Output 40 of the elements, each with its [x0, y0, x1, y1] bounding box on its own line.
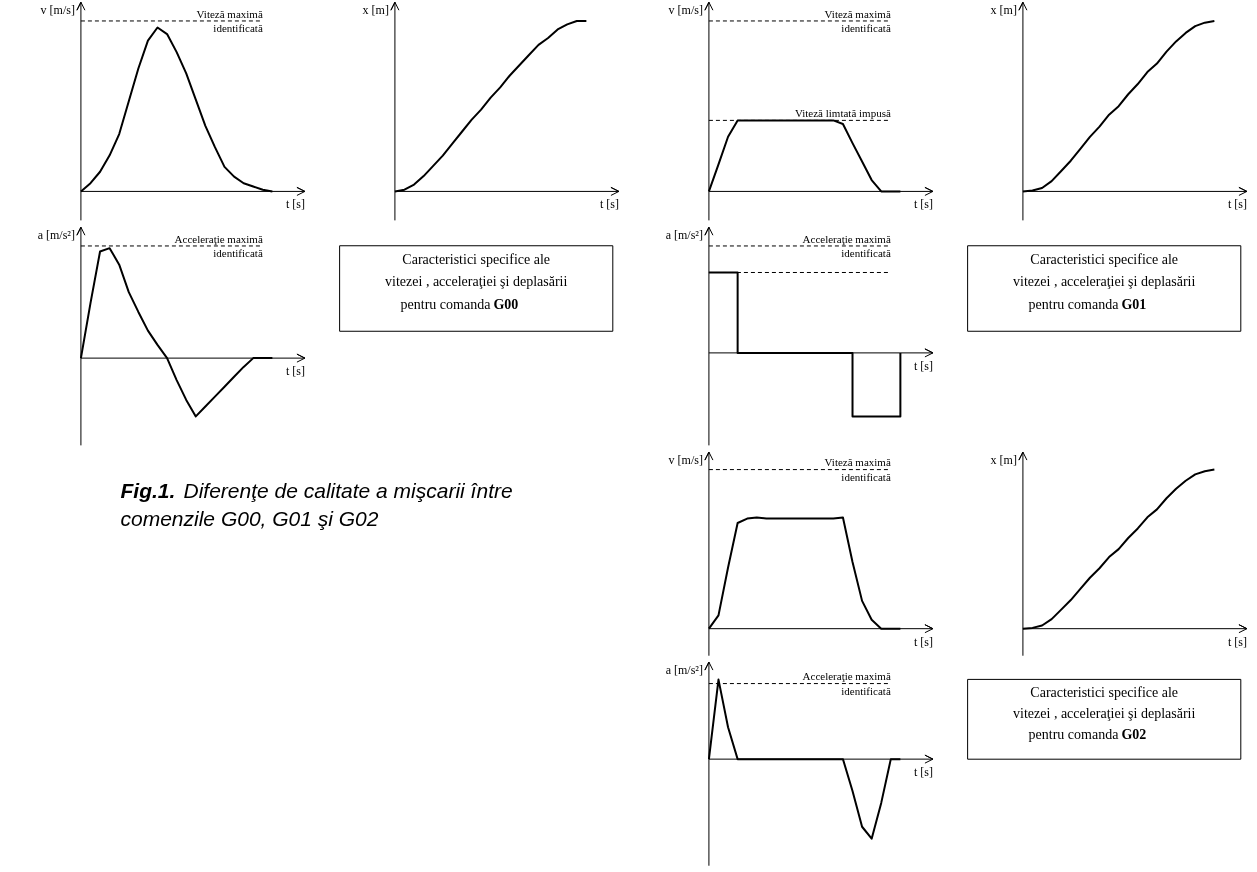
y-axis-title: a [m/s²] [37, 227, 75, 242]
text: vitezei , acceleraţiei şi deplasării [385, 274, 568, 290]
text: pentru comanda [400, 296, 492, 312]
x-axis-title: t [s] [285, 197, 305, 212]
caption: Fig.1. [120, 479, 176, 502]
text: vitezei , acceleraţiei şi deplasării [1013, 705, 1196, 721]
ref-line-label: Viteză maximă identificată [824, 456, 891, 483]
text: pentru comanda [1028, 296, 1120, 312]
y-axis-title: v [m/s] [668, 2, 703, 17]
text: pentru comanda [1028, 726, 1120, 742]
text: Caracteristici specifice ale [402, 251, 551, 267]
ref-line-label: Acceleraţie maximă identificată [174, 232, 263, 260]
x-axis-title: t [s] [1227, 197, 1247, 212]
text: G02 [1121, 726, 1147, 742]
ref-line-label: Viteză maximă identificată [824, 7, 891, 35]
text: vitezei , acceleraţiei şi deplasării [1013, 274, 1196, 290]
y-axis-title: v [m/s] [40, 2, 75, 17]
text: G00 [493, 296, 519, 312]
y-axis-title: v [m/s] [668, 452, 703, 467]
x-axis-title: t [s] [913, 765, 933, 780]
ref-line-label: Viteză limtată impusă [794, 107, 891, 120]
x-axis-title: t [s] [913, 634, 933, 649]
ref-line-label: Acceleraţie maximă identificată [802, 670, 891, 697]
ref-line-label: Acceleraţie maximă identificată [802, 232, 891, 260]
y-axis-title: x [m] [362, 2, 389, 17]
x-axis-title: t [s] [913, 358, 933, 373]
y-axis-title: a [m/s²] [665, 227, 703, 242]
y-axis-title: x [m] [990, 2, 1017, 17]
text: Caracteristici specifice ale [1030, 684, 1179, 700]
x-axis-title: t [s] [599, 197, 619, 212]
y-axis-title: x [m] [990, 452, 1017, 467]
text: Diferenţe de calitate a mişcarii între [183, 479, 513, 502]
text: comenzile G00, G01 şi G02 [120, 507, 379, 530]
y-axis-title: a [m/s²] [665, 662, 703, 677]
text: G01 [1121, 296, 1147, 312]
ref-line-label: Viteză maximă identificată [196, 7, 263, 35]
x-axis-title: t [s] [1227, 634, 1247, 649]
text: Caracteristici specifice ale [1030, 251, 1179, 267]
x-axis-title: t [s] [913, 197, 933, 212]
x-axis-title: t [s] [285, 364, 305, 379]
